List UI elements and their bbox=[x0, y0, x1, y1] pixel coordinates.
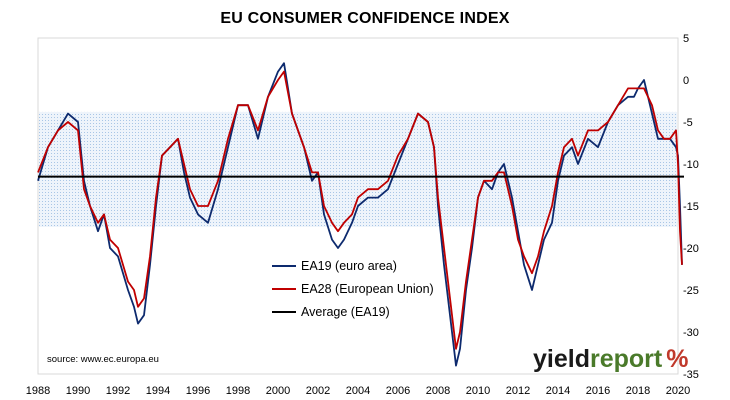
x-tick-label: 2008 bbox=[426, 385, 450, 397]
y-tick-label: -5 bbox=[683, 117, 693, 129]
shaded-band bbox=[39, 111, 677, 227]
x-tick-label: 2018 bbox=[626, 385, 650, 397]
x-tick-label: 2002 bbox=[306, 385, 330, 397]
x-tick-label: 2006 bbox=[386, 385, 410, 397]
x-tick-label: 1996 bbox=[186, 385, 210, 397]
y-tick-label: -25 bbox=[683, 285, 699, 297]
legend-label: Average (EA19) bbox=[301, 305, 390, 319]
x-tick-label: 2004 bbox=[346, 385, 370, 397]
x-tick-label: 2014 bbox=[546, 385, 570, 397]
legend-label: EA19 (euro area) bbox=[301, 259, 397, 273]
x-tick-label: 2012 bbox=[506, 385, 530, 397]
source-note: source: www.ec.europa.eu bbox=[47, 354, 159, 365]
y-tick-label: -10 bbox=[683, 159, 699, 171]
x-tick-label: 2000 bbox=[266, 385, 290, 397]
series-layer bbox=[37, 62, 684, 367]
svg-text:yieldreport%: yieldreport% bbox=[533, 345, 688, 373]
x-tick-label: 1994 bbox=[146, 385, 170, 397]
x-tick-label: 1988 bbox=[26, 385, 50, 397]
y-tick-label: -15 bbox=[683, 201, 699, 213]
logo-part-yield: yield bbox=[533, 345, 590, 373]
y-tick-label: -35 bbox=[683, 369, 699, 381]
chart-title: EU CONSUMER CONFIDENCE INDEX bbox=[220, 10, 510, 27]
series-ea28-line bbox=[37, 70, 683, 350]
x-tick-label: 1990 bbox=[66, 385, 90, 397]
x-tick-label: 1992 bbox=[106, 385, 130, 397]
x-tick-label: 2016 bbox=[586, 385, 610, 397]
legend: EA19 (euro area) EA28 (European Union) Ave… bbox=[272, 259, 434, 319]
plot-area bbox=[37, 37, 679, 375]
legend-label: EA28 (European Union) bbox=[301, 282, 434, 296]
series-ea19-line bbox=[37, 62, 683, 367]
x-tick-label: 1998 bbox=[226, 385, 250, 397]
y-tick-label: 5 bbox=[683, 33, 689, 45]
x-tick-label: 2020 bbox=[666, 385, 690, 397]
x-tick-label: 2010 bbox=[466, 385, 490, 397]
yieldreport-logo: yieldreport% bbox=[533, 345, 688, 373]
logo-part-report: report bbox=[590, 345, 663, 373]
axes: 1988 1990 1992 1994 1996 1998 2000 2002 2004 2006… bbox=[26, 33, 699, 397]
y-tick-label: -30 bbox=[683, 327, 699, 339]
y-tick-label: -20 bbox=[683, 243, 699, 255]
shaded-band-rect bbox=[39, 111, 677, 227]
logo-part-percent: % bbox=[666, 345, 688, 373]
y-tick-label: 0 bbox=[683, 75, 689, 87]
